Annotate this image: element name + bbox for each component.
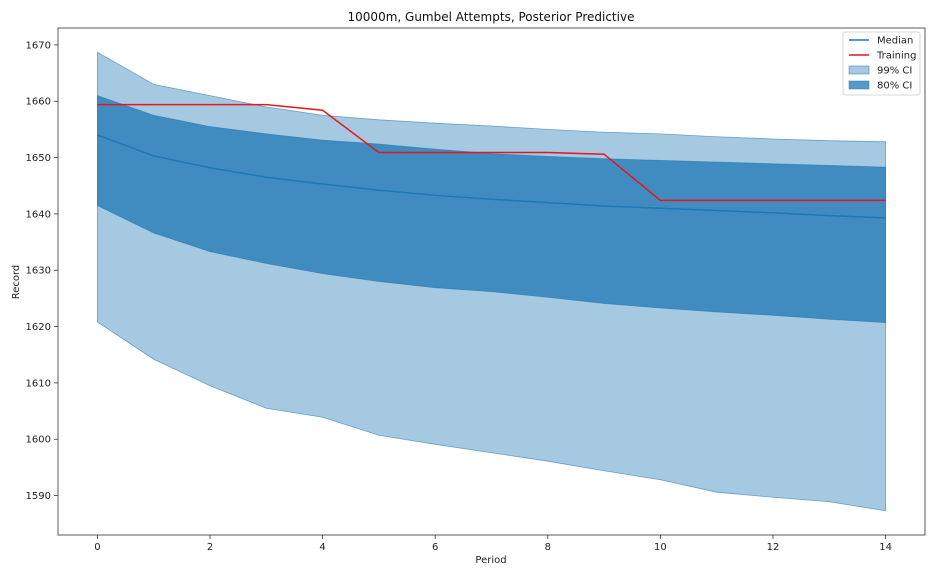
line-median bbox=[97, 134, 886, 219]
band-80-ci bbox=[97, 95, 886, 324]
line-training bbox=[97, 103, 886, 202]
x-tick-label: 10 bbox=[654, 542, 667, 553]
x-tick-label: 6 bbox=[432, 542, 438, 553]
legend-label-training: Training bbox=[876, 51, 916, 62]
x-tick-label: 8 bbox=[545, 542, 551, 553]
legend-swatch-99-ci bbox=[848, 65, 870, 75]
y-axis: 1590 1600 1610 1620 1630 1640 1650 1660 1670 bbox=[26, 40, 58, 502]
legend-label-99-ci: 99% CI bbox=[877, 66, 912, 77]
confidence-bands bbox=[97, 51, 886, 512]
y-axis-label: Record bbox=[11, 265, 22, 300]
series-lines bbox=[97, 103, 886, 219]
y-tick-label: 1670 bbox=[26, 40, 51, 51]
y-tick-label: 1640 bbox=[26, 209, 51, 220]
y-tick-label: 1660 bbox=[26, 97, 51, 108]
chart-title: 10000m, Gumbel Attempts, Posterior Predi… bbox=[348, 10, 635, 24]
legend-label-median: Median bbox=[877, 36, 913, 47]
x-tick-label: 2 bbox=[207, 542, 213, 553]
y-tick-label: 1650 bbox=[26, 153, 51, 164]
x-axis: 0 2 4 6 8 10 12 14 bbox=[94, 535, 892, 553]
plot-frame bbox=[57, 27, 926, 536]
y-tick-label: 1620 bbox=[26, 322, 51, 333]
y-tick-label: 1600 bbox=[26, 435, 51, 446]
x-axis-label: Period bbox=[475, 555, 506, 566]
x-tick-label: 4 bbox=[319, 542, 325, 553]
x-tick-label: 0 bbox=[94, 542, 100, 553]
x-tick-label: 12 bbox=[767, 542, 780, 553]
legend: Median Training 99% CI 80% CI bbox=[842, 31, 921, 96]
y-tick-label: 1610 bbox=[26, 378, 51, 389]
legend-swatch-80-ci bbox=[848, 80, 870, 90]
y-tick-label: 1590 bbox=[26, 491, 51, 502]
x-tick-label: 14 bbox=[879, 542, 892, 553]
legend-box bbox=[842, 31, 921, 96]
y-tick-label: 1630 bbox=[26, 266, 51, 277]
legend-label-80-ci: 80% CI bbox=[877, 81, 912, 92]
